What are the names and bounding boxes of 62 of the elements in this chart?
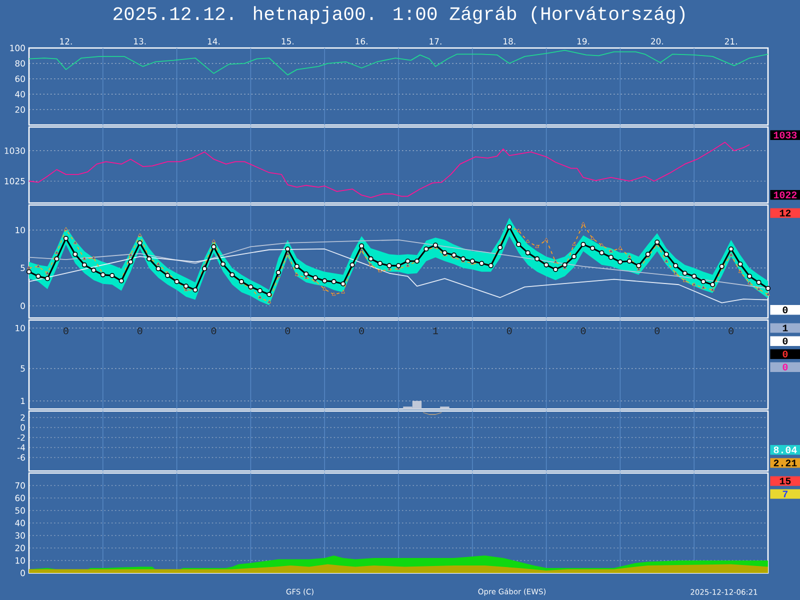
text: 12	[780, 210, 791, 216]
y-tick-label: 70	[15, 482, 25, 489]
y-tick-label: -6	[17, 454, 25, 461]
y-tick-label: 5	[20, 365, 25, 372]
y-tick-label: 40	[15, 91, 25, 98]
y-tick-label: 60	[15, 494, 25, 502]
annotation: 0	[285, 328, 290, 334]
y-tick-label: -2	[17, 434, 25, 441]
chart-title: 2025.12.12. hetnapja00. 1:00 Zágráb (Horvátország)	[114, 6, 684, 24]
text: 7	[782, 490, 788, 498]
y-tick-label: 5	[20, 264, 25, 272]
y-tick-label: 0	[20, 424, 25, 431]
text: 1022	[774, 192, 797, 198]
y-tick-label: 50	[15, 507, 25, 514]
y-tick-label: 10	[16, 557, 25, 564]
y-tick-label: 20	[15, 106, 25, 113]
y-tick-label: 40	[15, 520, 25, 526]
x-tick-label: 21.	[724, 38, 737, 44]
x-tick-label: 20.	[651, 38, 663, 44]
text: 0	[782, 306, 788, 314]
x-tick-label: 17.	[430, 38, 442, 44]
annotation: 0	[728, 328, 734, 334]
y-tick-label: 10	[16, 226, 25, 234]
y-tick-label: 2	[20, 414, 25, 421]
text: 2.21	[774, 460, 797, 466]
line-series	[29, 142, 750, 198]
x-tick-label: 12.	[60, 38, 72, 44]
text: 1	[782, 324, 788, 332]
x-tick-label: 14.	[208, 38, 220, 44]
x-tick-label: 15.	[282, 38, 294, 44]
y-tick-label: 60	[15, 76, 25, 82]
annotation: 0	[580, 328, 586, 334]
annotation: 0	[359, 328, 364, 334]
annotation: 1	[433, 328, 438, 334]
y-tick-label: 1	[21, 398, 25, 404]
y-tick-label: 30	[15, 532, 25, 539]
y-tick-label: 10	[16, 324, 25, 332]
line-series	[29, 248, 768, 304]
x-tick-label: 13.	[134, 38, 146, 44]
y-tick-label: -4	[17, 444, 25, 451]
text: 8.04	[774, 446, 797, 454]
text: 0	[782, 350, 788, 358]
annotation: 0	[137, 328, 142, 334]
y-tick-label: 0	[20, 302, 25, 310]
annotation: 0	[211, 328, 216, 334]
y-tick-label: 80	[15, 60, 25, 67]
annotation: 0	[654, 328, 660, 334]
y-tick-label: 1030	[4, 148, 25, 154]
annotation: 0	[506, 328, 512, 334]
text: 1033	[774, 132, 797, 138]
annotation: 0	[64, 328, 68, 334]
y-tick-label: 100	[10, 44, 25, 52]
x-tick-label: 18.	[504, 38, 516, 44]
y-tick-label: 1025	[4, 178, 25, 184]
text: 0	[782, 364, 788, 370]
text: 15	[780, 478, 791, 484]
x-tick-label: 19.	[577, 38, 590, 44]
y-tick-label: 0	[20, 570, 25, 576]
x-tick-label: 16.	[356, 38, 368, 44]
text: 0	[782, 338, 788, 344]
line-series	[29, 50, 768, 76]
y-tick-label: 20	[15, 544, 25, 552]
